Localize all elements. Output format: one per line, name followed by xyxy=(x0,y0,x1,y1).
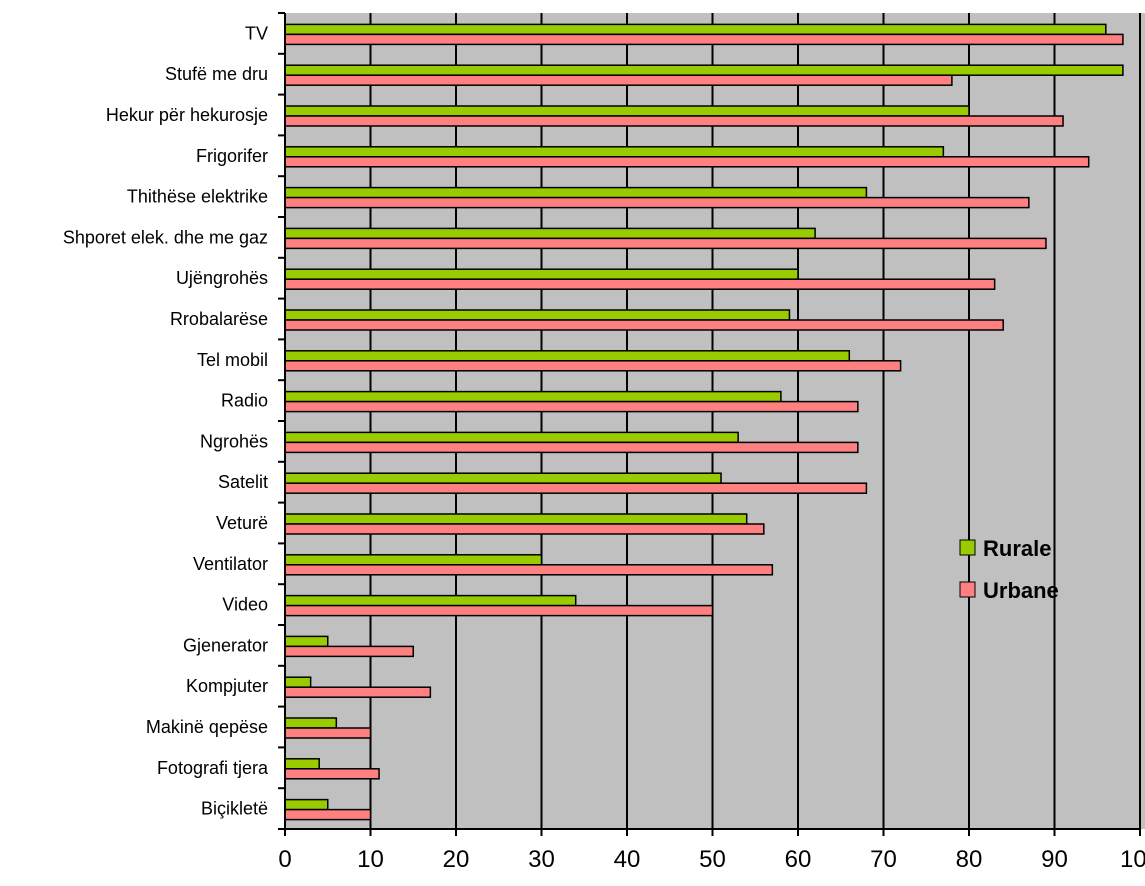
category-label: Biçikletë xyxy=(201,799,268,819)
category-label: Tel mobil xyxy=(197,350,268,370)
bar-urbane xyxy=(284,33,1124,46)
bar-rurale xyxy=(284,105,970,117)
legend-label-rurale: Rurale xyxy=(983,536,1051,561)
bar-urbane xyxy=(284,768,380,780)
bar-rurale xyxy=(284,594,577,607)
bar-rurale xyxy=(284,431,739,444)
x-tick-label: 60 xyxy=(785,846,812,873)
bar-urbane xyxy=(284,482,868,494)
bar-rurale xyxy=(284,268,799,280)
x-tick-label: 100 xyxy=(1120,846,1145,873)
x-tick-label: 10 xyxy=(357,846,384,873)
bar-urbane xyxy=(284,564,774,576)
bar-urbane xyxy=(284,156,1090,168)
bar-rurale xyxy=(284,717,338,729)
x-tick-label: 20 xyxy=(443,846,470,873)
bar-rurale xyxy=(284,23,1107,36)
bar-rurale xyxy=(284,798,329,811)
x-tick-label: 30 xyxy=(528,846,555,873)
legend-swatch-rurale xyxy=(959,539,976,556)
bar-urbane xyxy=(284,808,372,821)
category-label: Kompjuter xyxy=(186,676,268,696)
category-label: Video xyxy=(222,595,268,615)
x-tick-label: 40 xyxy=(614,846,641,873)
category-label: Shporet elek. dhe me gaz xyxy=(63,227,268,247)
bar-rurale xyxy=(284,635,329,648)
legend-label-urbane: Urbane xyxy=(983,578,1059,603)
category-label: Stufë me dru xyxy=(165,64,268,84)
bar-urbane xyxy=(284,196,1030,209)
bar-rurale xyxy=(284,227,816,240)
tick-labels: 0 10 20 30 40 50 60 70 80 90 100 xyxy=(278,846,1145,873)
bar-urbane xyxy=(284,319,1004,331)
bar-urbane xyxy=(284,604,714,617)
category-label: Makinë qepëse xyxy=(146,717,268,737)
bar-urbane xyxy=(284,523,765,535)
bar-urbane xyxy=(284,727,372,739)
bar-rurale xyxy=(284,554,543,566)
category-label: Thithëse elektrike xyxy=(127,187,268,207)
bar-rurale xyxy=(284,676,312,688)
category-label: Ujëngrohës xyxy=(176,268,268,288)
bar-urbane xyxy=(284,74,953,86)
category-label: Satelit xyxy=(218,472,268,492)
x-tick-label: 70 xyxy=(870,846,897,873)
axes xyxy=(278,12,1141,836)
category-label: Hekur për hekurosje xyxy=(106,105,268,125)
bar-rurale xyxy=(284,390,782,403)
bar-urbane xyxy=(284,278,996,290)
bar-urbane xyxy=(284,360,902,372)
bar-rurale xyxy=(284,758,320,770)
category-label: Fotografi tjera xyxy=(157,758,269,778)
x-tick-label: 50 xyxy=(699,846,726,873)
bar-rurale xyxy=(284,513,748,525)
category-labels: TV Stufë me dru Hekur për hekurosje Frigori… xyxy=(63,23,269,818)
bars xyxy=(284,23,1124,821)
bar-rurale xyxy=(284,472,722,484)
category-label: Veturë xyxy=(216,513,268,533)
bar-urbane xyxy=(284,686,432,698)
category-label: Frigorifer xyxy=(196,146,268,166)
bar-urbane xyxy=(284,400,859,413)
x-tick-label: 90 xyxy=(1041,846,1068,873)
bar-rurale xyxy=(284,64,1124,76)
category-label: Ngrohës xyxy=(200,431,268,451)
legend-swatch-urbane xyxy=(959,581,976,598)
category-label: Rrobalarëse xyxy=(170,309,268,329)
bar-urbane xyxy=(284,115,1064,127)
bar-urbane xyxy=(284,237,1047,250)
bar-rurale xyxy=(284,309,791,321)
legend: Rurale Urbane xyxy=(959,536,1059,603)
bar-urbane xyxy=(284,645,414,658)
x-tick-label: 0 xyxy=(278,846,291,873)
category-label: Radio xyxy=(221,391,268,411)
category-label: Ventilator xyxy=(193,554,268,574)
x-tick-label: 80 xyxy=(956,846,983,873)
plot-area xyxy=(285,13,1145,829)
bar-rurale xyxy=(284,350,851,362)
category-label: TV xyxy=(245,23,268,43)
bar-rurale xyxy=(284,146,945,158)
bar-rurale xyxy=(284,186,868,199)
bar-urbane xyxy=(284,441,859,454)
category-label: Gjenerator xyxy=(183,635,268,655)
